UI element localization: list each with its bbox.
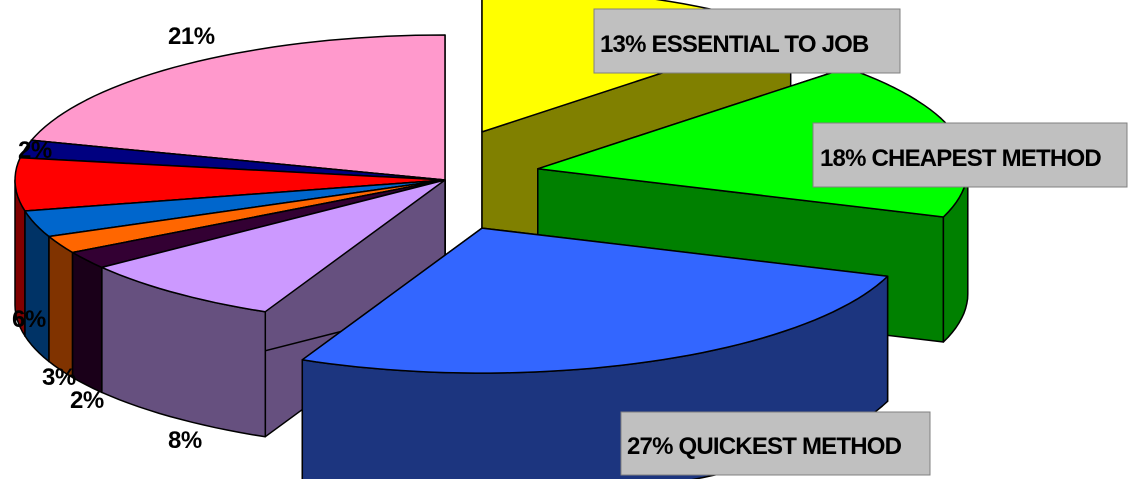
pie-slice-5-rim-0 [48, 235, 74, 379]
callout-cheapest-box [812, 122, 1128, 188]
label-2pct-navy: 2% [18, 137, 52, 164]
callout-quickest: 27% QUICKEST METHOD [620, 411, 931, 476]
callout-essential: 13% ESSENTIAL TO JOB [593, 8, 901, 74]
label-8pct: 8% [168, 427, 202, 454]
pie-slice-7-top [14, 157, 446, 212]
callout-essential-text: 13% ESSENTIAL TO JOB [600, 31, 869, 58]
label-21pct: 21% [168, 23, 215, 50]
callout-essential-box [593, 8, 901, 74]
pie-slice-9-top [30, 34, 446, 181]
callout-cheapest-text: 18% CHEAPEST METHOD [820, 145, 1101, 172]
label-2pct-dark: 2% [70, 387, 104, 414]
callout-quickest-box [620, 411, 931, 476]
label-3pct: 3% [42, 364, 76, 391]
pie-slices [14, 0, 969, 479]
label-6pct: 6% [12, 306, 46, 333]
callouts: 13% ESSENTIAL TO JOB 18% CHEAPEST METHOD… [593, 8, 1128, 476]
pie-slice-6-top [24, 179, 446, 238]
pie-slice-2-top [301, 227, 889, 374]
callout-quickest-text: 27% QUICKEST METHOD [627, 433, 902, 460]
callout-cheapest: 18% CHEAPEST METHOD [812, 122, 1128, 188]
pie-slice-3-top [101, 179, 446, 313]
pie-slice-4-rim-0 [71, 251, 103, 394]
pie-labels: 21% 2% 6% 3% 2% 8% [12, 23, 215, 454]
